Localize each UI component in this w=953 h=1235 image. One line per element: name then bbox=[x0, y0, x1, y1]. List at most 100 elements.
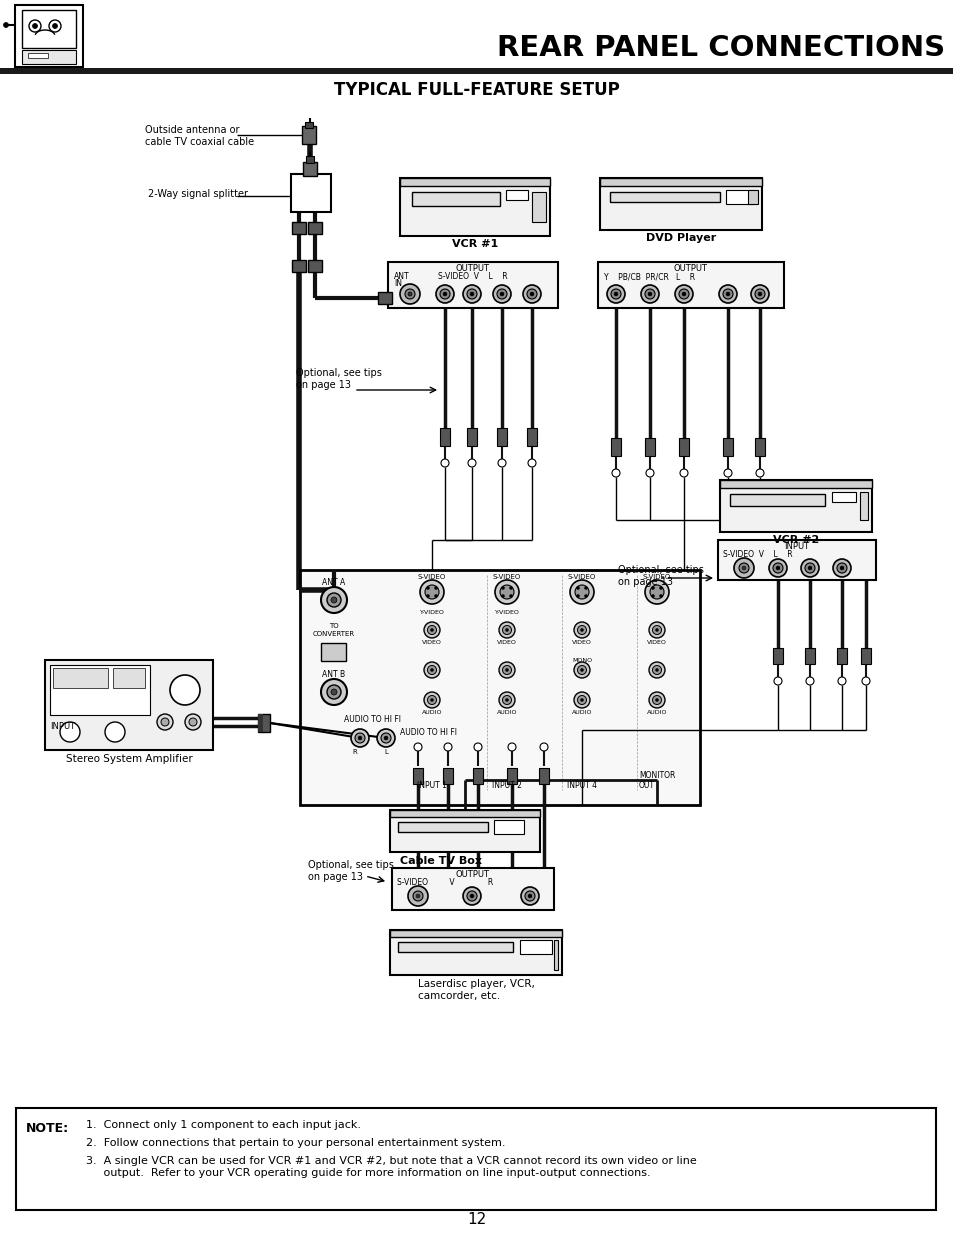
Bar bbox=[439, 429, 450, 446]
Circle shape bbox=[408, 291, 412, 296]
Circle shape bbox=[805, 677, 813, 685]
Text: INPUT: INPUT bbox=[783, 542, 809, 551]
Text: VIDEO: VIDEO bbox=[497, 640, 517, 645]
Bar bbox=[859, 492, 867, 520]
Text: AUDIO TO HI FI: AUDIO TO HI FI bbox=[399, 727, 456, 737]
Circle shape bbox=[612, 469, 619, 477]
Bar bbox=[302, 126, 315, 144]
Text: S-VIDEO         V              R: S-VIDEO V R bbox=[396, 878, 493, 887]
Text: S-VIDEO: S-VIDEO bbox=[642, 574, 670, 580]
Text: VIDEO: VIDEO bbox=[646, 640, 666, 645]
Circle shape bbox=[470, 291, 474, 296]
Circle shape bbox=[577, 666, 586, 674]
Circle shape bbox=[498, 622, 515, 638]
Circle shape bbox=[32, 23, 37, 28]
Bar bbox=[644, 438, 655, 456]
Circle shape bbox=[462, 887, 480, 905]
Circle shape bbox=[502, 666, 511, 674]
Bar bbox=[390, 810, 539, 852]
Bar bbox=[45, 659, 213, 750]
Bar bbox=[291, 174, 331, 212]
Circle shape bbox=[651, 594, 654, 598]
Circle shape bbox=[157, 714, 172, 730]
Bar bbox=[15, 5, 83, 67]
Circle shape bbox=[380, 734, 391, 743]
Circle shape bbox=[399, 284, 419, 304]
Circle shape bbox=[579, 699, 583, 701]
Text: 1.  Connect only 1 component to each input jack.: 1. Connect only 1 component to each inpu… bbox=[86, 1120, 360, 1130]
Bar bbox=[390, 810, 539, 818]
Text: INPUT: INPUT bbox=[50, 722, 75, 731]
Text: INPUT 4: INPUT 4 bbox=[566, 781, 597, 790]
Circle shape bbox=[522, 285, 540, 303]
Circle shape bbox=[574, 622, 589, 638]
Text: Optional, see tips
on page 13: Optional, see tips on page 13 bbox=[308, 860, 394, 882]
Text: AUDIO: AUDIO bbox=[571, 710, 592, 715]
Bar bbox=[772, 648, 782, 664]
Circle shape bbox=[644, 289, 655, 299]
Text: R: R bbox=[353, 748, 357, 755]
Circle shape bbox=[758, 291, 761, 296]
Bar bbox=[16, 1108, 935, 1210]
Circle shape bbox=[189, 718, 196, 726]
Circle shape bbox=[499, 585, 514, 599]
Bar bbox=[292, 261, 306, 272]
Circle shape bbox=[185, 714, 201, 730]
Text: S-VIDEO: S-VIDEO bbox=[417, 574, 446, 580]
Text: NOTE:: NOTE: bbox=[26, 1123, 69, 1135]
Text: L: L bbox=[384, 748, 388, 755]
Text: IN: IN bbox=[394, 279, 401, 288]
Circle shape bbox=[527, 894, 532, 898]
Text: Y-VIDEO: Y-VIDEO bbox=[494, 610, 518, 615]
Circle shape bbox=[423, 622, 439, 638]
Text: MONITOR
OUT: MONITOR OUT bbox=[639, 771, 675, 790]
Bar bbox=[861, 648, 870, 664]
Bar bbox=[22, 10, 76, 48]
Circle shape bbox=[574, 692, 589, 708]
Circle shape bbox=[497, 289, 506, 299]
Circle shape bbox=[773, 677, 781, 685]
Circle shape bbox=[722, 289, 732, 299]
Circle shape bbox=[723, 469, 731, 477]
Bar bbox=[306, 156, 314, 163]
Text: ANT B: ANT B bbox=[322, 671, 345, 679]
Bar bbox=[392, 868, 554, 910]
Circle shape bbox=[474, 743, 481, 751]
Circle shape bbox=[376, 729, 395, 747]
Bar bbox=[538, 768, 548, 784]
Text: MONO: MONO bbox=[572, 658, 592, 663]
Circle shape bbox=[733, 558, 753, 578]
Text: AUDIO: AUDIO bbox=[497, 710, 517, 715]
Circle shape bbox=[470, 894, 474, 898]
Circle shape bbox=[327, 593, 340, 606]
Circle shape bbox=[427, 695, 436, 704]
Circle shape bbox=[499, 291, 503, 296]
Bar bbox=[609, 191, 720, 203]
Circle shape bbox=[507, 743, 516, 751]
Circle shape bbox=[725, 291, 729, 296]
Circle shape bbox=[502, 625, 511, 635]
Circle shape bbox=[468, 459, 476, 467]
Circle shape bbox=[436, 285, 454, 303]
Circle shape bbox=[320, 679, 347, 705]
Circle shape bbox=[527, 459, 536, 467]
Text: AUDIO: AUDIO bbox=[646, 710, 666, 715]
Circle shape bbox=[509, 587, 512, 589]
Circle shape bbox=[423, 692, 439, 708]
Bar bbox=[388, 262, 558, 308]
Bar bbox=[399, 178, 550, 236]
Circle shape bbox=[440, 459, 449, 467]
Bar bbox=[257, 714, 270, 732]
Bar bbox=[442, 768, 453, 784]
Circle shape bbox=[505, 668, 508, 672]
Bar bbox=[532, 191, 545, 222]
Bar bbox=[473, 768, 482, 784]
Circle shape bbox=[424, 585, 438, 599]
Circle shape bbox=[606, 285, 624, 303]
Circle shape bbox=[659, 594, 661, 598]
Text: 2-Way signal splitter: 2-Way signal splitter bbox=[148, 189, 248, 199]
Text: TYPICAL FULL-FEATURE SETUP: TYPICAL FULL-FEATURE SETUP bbox=[334, 82, 619, 99]
Circle shape bbox=[577, 625, 586, 635]
Circle shape bbox=[840, 566, 843, 571]
Bar bbox=[467, 429, 476, 446]
